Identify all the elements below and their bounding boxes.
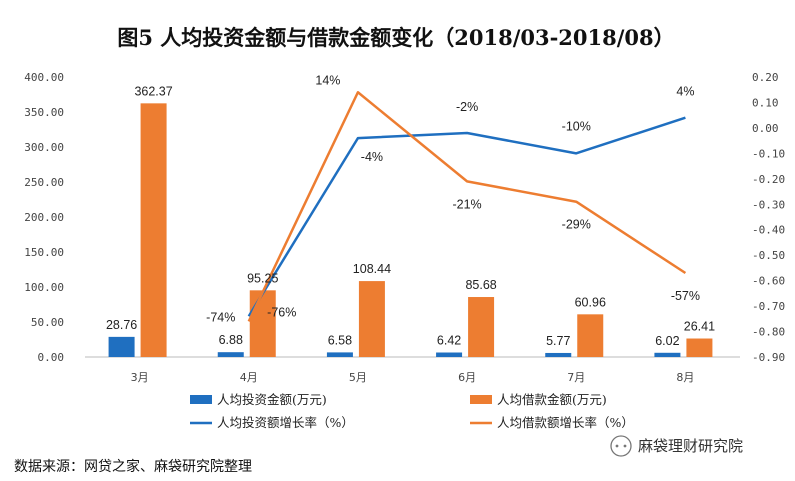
right-tick-label: 0.00 [752,122,779,135]
line-investment-label: -4% [361,150,383,164]
bar-loan-label: 362.37 [134,84,172,98]
category-label: 3月 [131,371,149,384]
right-tick-label: 0.20 [752,71,779,84]
bar-investment-label: 6.02 [655,334,679,348]
line-loan-label: -76% [267,305,296,319]
right-tick-label: -0.50 [752,249,785,262]
line-group [247,91,687,322]
legend-label: 人均投资金额(万元) [217,392,327,407]
left-tick-label: 0.00 [38,351,65,364]
category-label: 4月 [240,371,258,384]
chart-title: 图5 人均投资金额与借款金额变化（2018/03-2018/08） [117,25,674,50]
left-tick-label: 200.00 [24,211,64,224]
wechat-icon [610,435,632,457]
right-tick-label: 0.10 [752,96,779,109]
bar-investment-label: 6.58 [328,333,352,347]
legend-label: 人均借款金额(万元) [497,392,607,407]
right-tick-label: -0.60 [752,275,785,288]
data-labels: 28.76 6.88 6.58 6.42 5.77 6.02 362.37 95.25 108.… [106,73,715,348]
line-investment-label: -10% [562,119,591,133]
bar-group [108,103,713,357]
bar-investment-label: 6.88 [219,333,243,347]
bar-loan [686,338,713,357]
left-tick-label: 150.00 [24,246,64,259]
bar-investment-label: 5.77 [546,334,570,348]
left-tick-label: 100.00 [24,281,64,294]
line-investment-growth [247,116,686,317]
x-axis: 3月 4月 5月 6月 7月 8月 [131,371,695,384]
left-tick-label: 400.00 [24,71,64,84]
bar-loan-label: 95.25 [247,271,278,285]
line-loan-growth [247,91,687,322]
wechat-icon-dot [615,444,619,448]
line-investment-label: 4% [676,85,694,99]
bar-investment [326,352,353,357]
legend-swatch [470,395,492,404]
category-label: 6月 [458,371,476,384]
right-tick-label: -0.40 [752,224,785,237]
bar-loan [249,290,276,357]
bar-loan [140,103,167,357]
brand-watermark: 麻袋理财研究院 [610,435,743,457]
right-tick-label: -0.90 [752,351,785,364]
category-label: 7月 [567,371,585,384]
right-tick-label: -0.10 [752,147,785,160]
bar-investment-label: 28.76 [106,318,137,332]
bar-investment [545,352,572,357]
right-tick-label: -0.70 [752,300,785,313]
bar-loan-label: 108.44 [353,262,391,276]
bar-investment [654,352,681,357]
left-tick-label: 50.00 [31,316,64,329]
left-tick-label: 300.00 [24,141,64,154]
line-loan-label: -29% [562,218,591,232]
category-label: 5月 [349,371,367,384]
left-tick-label: 350.00 [24,106,64,119]
line-loan-label: -21% [452,197,481,211]
bar-loan [577,314,604,357]
legend-swatch [190,395,212,404]
bar-investment [108,336,135,357]
line-investment-label: -2% [456,100,478,114]
right-tick-label: -0.80 [752,326,785,339]
line-loan-label: -57% [671,289,700,303]
right-axis: -0.90 -0.80 -0.70 -0.60 -0.50 -0.40 -0.30 -0.20… [752,71,785,364]
bar-loan [468,297,495,357]
bar-investment [217,352,244,357]
category-label: 8月 [676,371,694,384]
legend-label: 人均借款额增长率（%） [497,415,634,430]
bar-investment [436,352,463,357]
bar-loan [358,281,385,357]
line-loan-label: 14% [315,73,340,87]
bar-loan-label: 26.41 [684,320,715,334]
legend: 人均投资金额(万元) 人均借款金额(万元) 人均投资额增长率（%） 人均借款额增长率（… [190,392,634,430]
legend-label: 人均投资额增长率（%） [217,415,354,430]
line-investment-label: -74% [206,310,235,324]
bar-loan-label: 60.96 [575,295,606,309]
right-tick-label: -0.30 [752,198,785,211]
bar-loan-label: 85.68 [465,278,496,292]
bar-investment-label: 6.42 [437,334,461,348]
left-tick-label: 250.00 [24,176,64,189]
right-tick-label: -0.20 [752,173,785,186]
left-axis: 0.00 50.00 100.00 150.00 200.00 250.00 300.00 3… [24,71,64,364]
brand-name: 麻袋理财研究院 [638,437,743,455]
wechat-icon-dot [623,444,627,448]
source-note: 数据来源：网贷之家、麻袋研究院整理 [14,458,252,475]
